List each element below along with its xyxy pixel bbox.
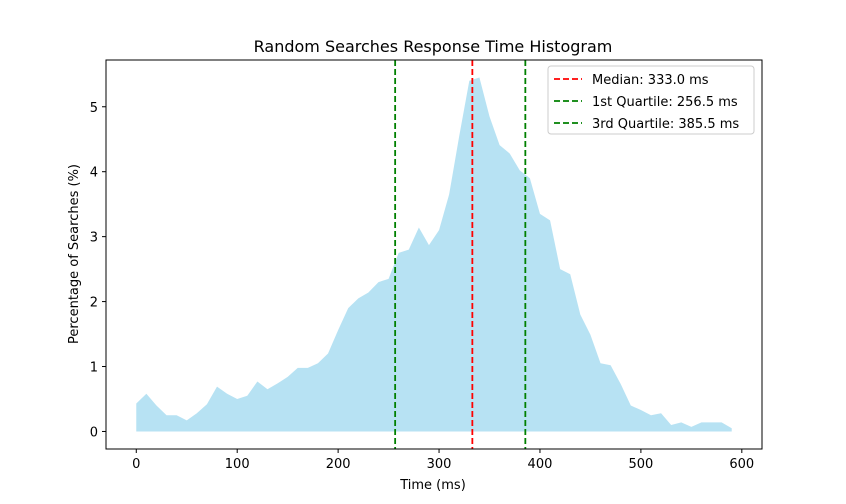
y-axis-label: Percentage of Searches (%) [67,164,82,344]
x-tick-label: 300 [427,457,452,472]
legend-label: Median: 333.0 ms [592,73,709,88]
y-tick-label: 2 [90,296,98,311]
y-tick-label: 0 [90,425,98,440]
legend-label: 1st Quartile: 256.5 ms [592,95,738,110]
x-tick-label: 100 [225,457,250,472]
x-tick-label: 200 [326,457,351,472]
y-axis: 0 1 2 3 4 5 [90,101,106,440]
y-tick-label: 4 [90,166,98,181]
x-axis-label: Time (ms) [399,478,466,493]
y-tick-label: 1 [90,361,98,376]
area-series [136,77,732,432]
x-tick-label: 0 [132,457,140,472]
legend: Median: 333.0 ms 1st Quartile: 256.5 ms 3r… [547,65,755,135]
x-tick-label: 600 [729,457,754,472]
x-axis: 0 100 200 300 400 500 600 [132,449,754,472]
legend-label: 3rd Quartile: 385.5 ms [592,117,739,132]
plot-area [136,60,732,449]
x-tick-label: 500 [628,457,653,472]
x-tick-label: 400 [528,457,553,472]
y-tick-label: 3 [90,231,98,246]
axes-frame [105,59,763,450]
chart-title: Random Searches Response Time Histogram [254,37,613,56]
y-tick-label: 5 [90,101,98,116]
legend-box [547,65,755,135]
